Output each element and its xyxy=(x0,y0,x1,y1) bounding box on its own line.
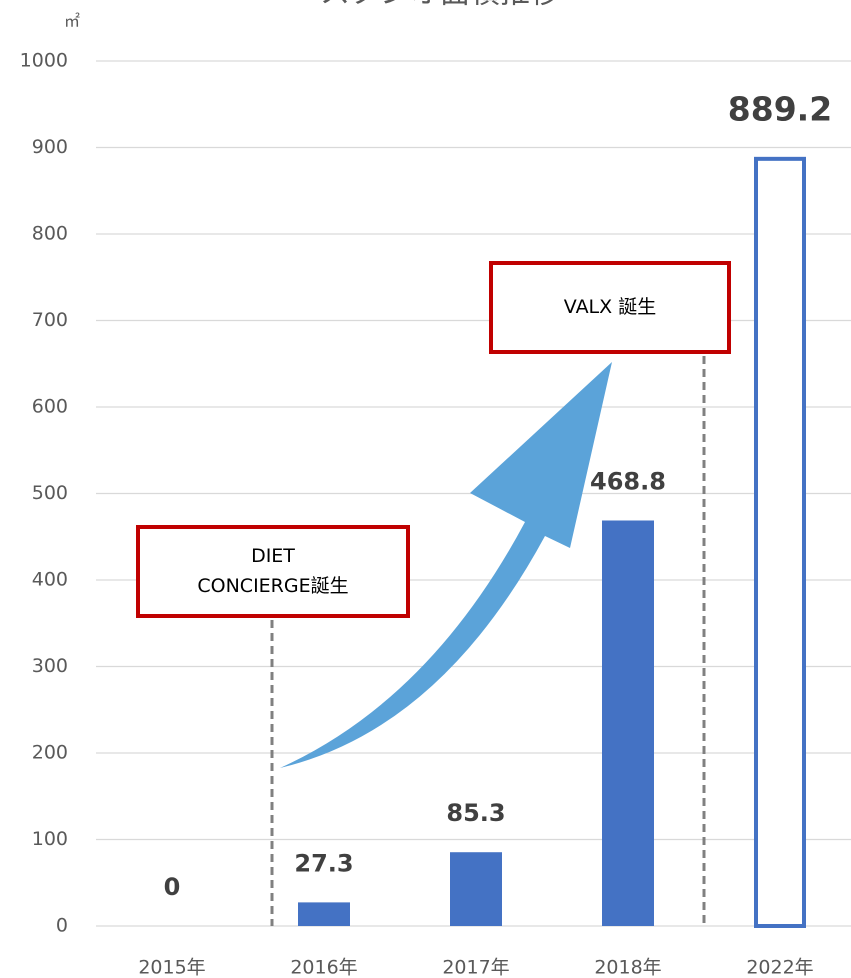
x-tick-label: 2016年 xyxy=(290,957,357,978)
y-tick-label: 100 xyxy=(32,828,68,850)
value-label: 85.3 xyxy=(446,799,505,827)
x-tick-label: 2018年 xyxy=(594,957,661,978)
annotation-text: DIET xyxy=(251,545,295,567)
chart-title: スタジオ面積推移 xyxy=(320,0,560,11)
y-tick-label: 300 xyxy=(32,655,68,677)
y-tick-label: 0 xyxy=(56,915,68,937)
value-label: 27.3 xyxy=(294,849,353,877)
y-tick-label: 200 xyxy=(32,742,68,764)
annotation-box xyxy=(136,525,410,618)
value-label: 889.2 xyxy=(728,89,832,128)
value-label: 468.8 xyxy=(590,467,666,495)
y-tick-label: 400 xyxy=(32,569,68,591)
growth-arrow xyxy=(280,362,612,768)
bar xyxy=(450,852,502,926)
y-tick-label: 700 xyxy=(32,309,68,331)
x-tick-label: 2022年 xyxy=(746,957,813,978)
bar xyxy=(602,520,654,926)
y-tick-label: 500 xyxy=(32,482,68,504)
y-tick-label: 800 xyxy=(32,223,68,245)
x-tick-label: 2015年 xyxy=(138,957,205,978)
annotation-box xyxy=(489,261,731,354)
y-tick-label: 600 xyxy=(32,396,68,418)
value-label: 0 xyxy=(164,873,181,901)
y-tick-label: 1000 xyxy=(20,50,68,72)
y-unit: ㎡ xyxy=(64,12,80,31)
annotation-text: CONCIERGE誕生 xyxy=(197,575,348,597)
annotation-text: VALX 誕生 xyxy=(564,296,656,318)
y-tick-label: 900 xyxy=(32,136,68,158)
bar xyxy=(754,156,806,929)
x-tick-label: 2017年 xyxy=(442,957,509,978)
bar xyxy=(298,902,350,926)
